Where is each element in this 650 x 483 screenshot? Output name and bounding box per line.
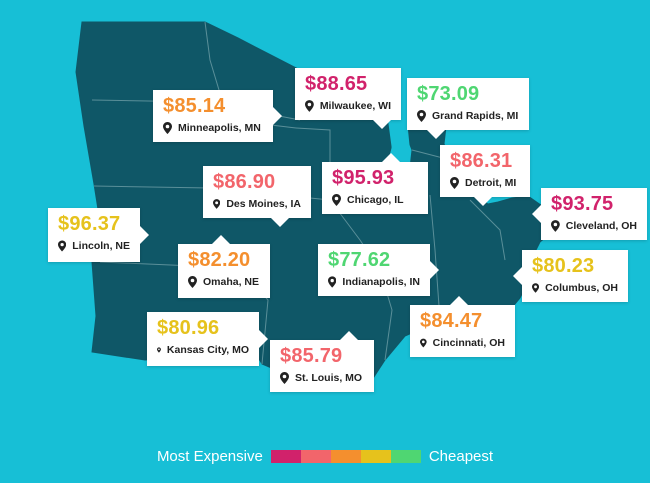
city-name: Lincoln, NE — [58, 239, 130, 253]
city-callout-columbus[interactable]: $80.23 Columbus, OH — [513, 250, 628, 302]
map-pin-icon — [280, 372, 289, 384]
map-pin-icon — [328, 276, 337, 288]
callout-pointer — [273, 107, 282, 125]
city-name-text: St. Louis, MO — [295, 372, 363, 384]
legend-swatch — [360, 450, 391, 463]
callout-pointer — [513, 267, 522, 285]
map-pin-icon — [417, 110, 426, 122]
callout-pointer — [340, 331, 358, 340]
city-callout-grand-rapids[interactable]: $73.09 Grand Rapids, MI — [407, 78, 529, 139]
map-pin-icon — [551, 220, 560, 232]
city-callout-lincoln[interactable]: $96.37 Lincoln, NE — [48, 208, 149, 262]
callout-pointer — [212, 235, 230, 244]
callout-pointer — [430, 261, 439, 279]
map-pin-icon — [420, 338, 427, 348]
price-label: $84.47 — [420, 310, 483, 332]
city-name: Cincinnati, OH — [420, 336, 505, 350]
city-name: Columbus, OH — [532, 281, 618, 295]
city-callout-des-moines[interactable]: $86.90 Des Moines, IA — [203, 166, 311, 227]
price-label: $80.23 — [532, 255, 595, 277]
city-name-text: Des Moines, IA — [226, 198, 301, 210]
city-name: Omaha, NE — [188, 275, 260, 289]
price-label: $95.93 — [332, 167, 395, 189]
price-label: $82.20 — [188, 249, 251, 271]
legend-most-expensive-label: Most Expensive — [156, 448, 263, 465]
callout-pointer — [382, 153, 400, 162]
city-callout-st-louis[interactable]: $85.79 St. Louis, MO — [270, 331, 374, 392]
city-name-text: Kansas City, MO — [166, 344, 249, 356]
city-callout-milwaukee[interactable]: $88.65 Milwaukee, WI — [295, 68, 401, 129]
city-name: St. Louis, MO — [280, 371, 364, 385]
price-label: $85.79 — [280, 345, 343, 367]
city-callout-detroit[interactable]: $86.31 Detroit, MI — [440, 145, 530, 206]
city-name-text: Minneapolis, MN — [178, 122, 261, 134]
city-name-text: Detroit, MI — [465, 177, 517, 189]
callout-pointer — [532, 205, 541, 223]
legend-swatch — [390, 450, 421, 463]
map-pin-icon — [332, 194, 341, 206]
city-name-text: Cleveland, OH — [565, 220, 637, 232]
city-name-text: Lincoln, NE — [72, 240, 130, 252]
city-name: Milwaukee, WI — [305, 99, 391, 113]
legend-swatch — [330, 450, 361, 463]
city-callout-kansas-city[interactable]: $80.96 Kansas City, MO — [147, 312, 268, 366]
callout-pointer — [427, 130, 445, 139]
price-label: $93.75 — [551, 193, 614, 215]
price-label: $85.14 — [163, 95, 226, 117]
city-name: Des Moines, IA — [213, 197, 301, 211]
map-pin-icon — [532, 283, 540, 293]
city-name-text: Chicago, IL — [347, 194, 404, 206]
city-name: Grand Rapids, MI — [417, 109, 519, 123]
callout-pointer — [474, 197, 492, 206]
city-callout-cincinnati[interactable]: $84.47 Cincinnati, OH — [410, 296, 515, 357]
map-pin-icon — [213, 199, 221, 209]
city-name-text: Grand Rapids, MI — [432, 110, 519, 122]
price-label: $88.65 — [305, 73, 368, 95]
callout-pointer — [450, 296, 468, 305]
price-label: $73.09 — [417, 83, 480, 105]
map-pin-icon — [163, 122, 172, 134]
city-callout-cleveland[interactable]: $93.75 Cleveland, OH — [532, 188, 647, 240]
city-name-text: Milwaukee, WI — [319, 100, 391, 112]
city-name: Chicago, IL — [332, 193, 418, 207]
callout-pointer — [259, 330, 268, 348]
map-pin-icon — [188, 276, 197, 288]
city-name: Detroit, MI — [450, 176, 520, 190]
city-name-text: Columbus, OH — [545, 282, 618, 294]
price-legend: Most Expensive Cheapest — [0, 448, 650, 465]
price-label: $77.62 — [328, 249, 391, 271]
legend-swatch — [270, 450, 301, 463]
legend-color-scale — [270, 450, 421, 463]
legend-cheapest-label: Cheapest — [428, 448, 494, 465]
city-name-text: Omaha, NE — [203, 276, 260, 288]
callout-pointer — [271, 218, 289, 227]
callout-pointer — [373, 120, 391, 129]
city-name: Kansas City, MO — [157, 343, 249, 357]
map-pin-icon — [58, 240, 67, 252]
city-name: Indianapolis, IN — [328, 275, 420, 289]
price-label: $86.90 — [213, 171, 276, 193]
city-callout-indianapolis[interactable]: $77.62 Indianapolis, IN — [318, 244, 439, 296]
city-callout-chicago[interactable]: $95.93 Chicago, IL — [322, 153, 428, 214]
city-name: Cleveland, OH — [551, 219, 637, 233]
map-pin-icon — [305, 100, 314, 112]
city-callout-minneapolis[interactable]: $85.14 Minneapolis, MN — [153, 90, 282, 142]
price-label: $80.96 — [157, 317, 220, 339]
city-name-text: Cincinnati, OH — [432, 337, 505, 349]
price-label: $86.31 — [450, 150, 513, 172]
city-name-text: Indianapolis, IN — [342, 276, 420, 288]
legend-swatch — [300, 450, 331, 463]
price-label: $96.37 — [58, 213, 121, 235]
callout-pointer — [140, 226, 149, 244]
map-pin-icon — [450, 177, 459, 189]
map-pin-icon — [157, 347, 161, 353]
city-callout-omaha[interactable]: $82.20 Omaha, NE — [178, 235, 270, 298]
city-name: Minneapolis, MN — [163, 121, 263, 135]
